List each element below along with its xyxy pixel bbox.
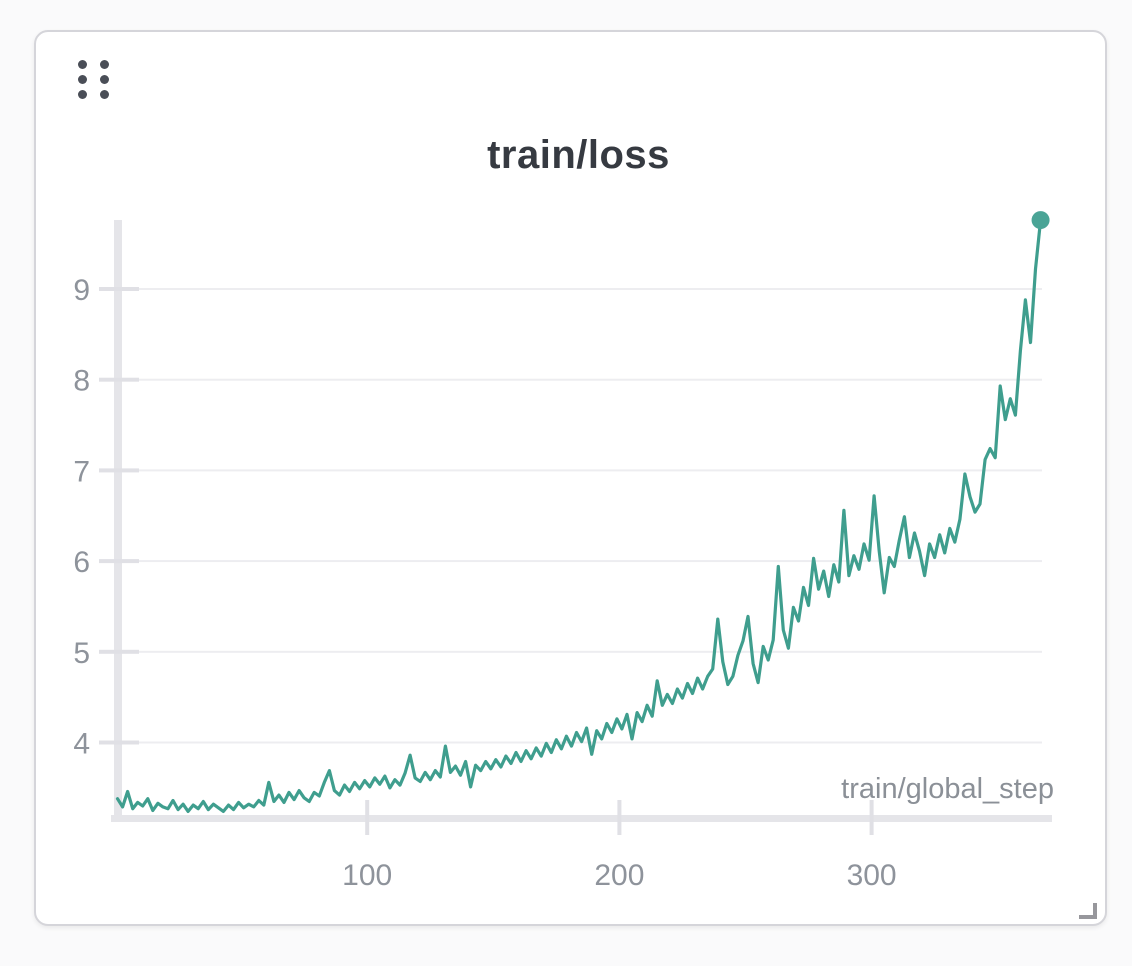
svg-text:100: 100	[342, 859, 392, 892]
chart-title: train/loss	[487, 133, 670, 177]
drag-handle-icon[interactable]	[78, 60, 109, 99]
svg-text:7: 7	[73, 455, 90, 488]
horizontal-gridlines	[115, 288, 1042, 744]
svg-text:6: 6	[73, 546, 90, 579]
x-axis-label: train/global_step	[841, 773, 1054, 805]
chart-panel-body: train/loss 4 5 6 7 8 9 100 200 300 train/global…	[36, 32, 1105, 924]
grip-dot	[78, 60, 87, 69]
y-tick-labels: 4 5 6 7 8 9	[73, 274, 90, 761]
grip-dot	[78, 75, 87, 84]
grip-dot	[100, 60, 109, 69]
x-axis-bar	[111, 815, 1052, 822]
chart-panel-card: train/loss 4 5 6 7 8 9 100 200 300 train/global…	[34, 30, 1107, 926]
grip-dot	[78, 90, 87, 99]
loss-series-line	[115, 218, 1043, 813]
svg-text:4: 4	[73, 728, 90, 761]
resize-handle-icon[interactable]	[1079, 903, 1097, 919]
axis-bars	[111, 220, 1052, 822]
loss-line-chart[interactable]: 4 5 6 7 8 9 100 200 300	[36, 32, 1105, 924]
grip-dot	[100, 90, 109, 99]
axis-ticks	[99, 287, 874, 835]
y-axis-bar	[114, 220, 122, 822]
svg-text:300: 300	[847, 859, 897, 892]
svg-text:200: 200	[594, 859, 644, 892]
x-tick-labels: 100 200 300	[342, 859, 896, 892]
svg-text:8: 8	[73, 365, 90, 398]
endpoint-dot	[1031, 211, 1050, 230]
svg-text:5: 5	[73, 637, 90, 670]
svg-text:9: 9	[73, 274, 90, 307]
grip-dot	[100, 75, 109, 84]
